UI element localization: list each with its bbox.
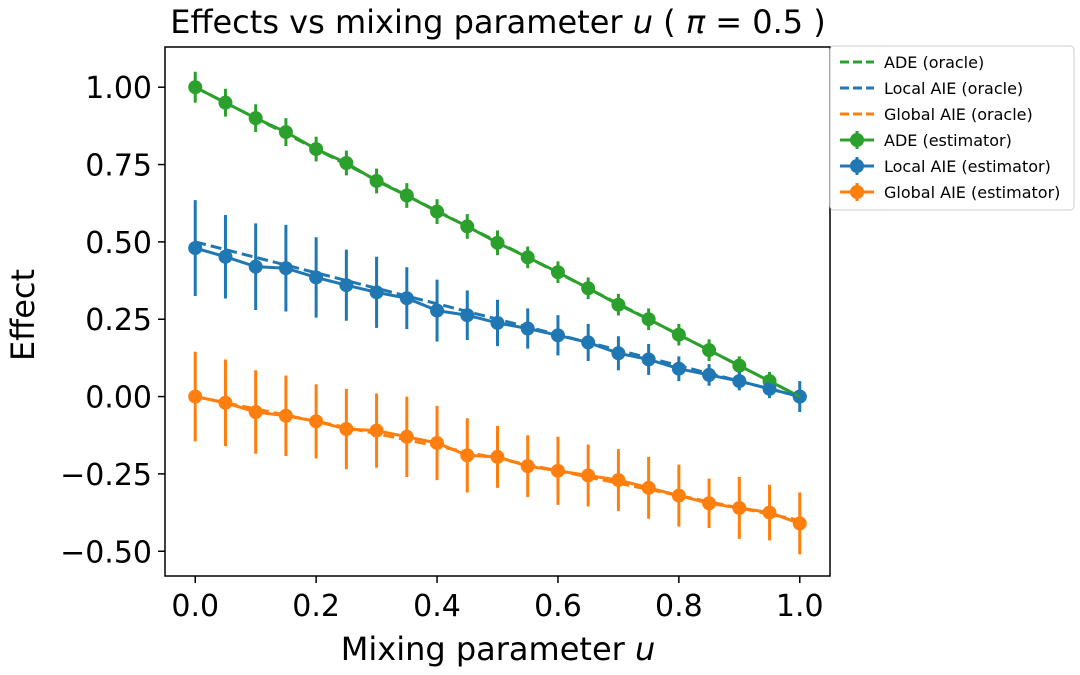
y-tick-label: 0.50	[85, 226, 152, 261]
x-tick-label: 1.0	[776, 589, 824, 624]
estimator-point	[278, 408, 293, 423]
estimator-point	[399, 188, 414, 203]
estimator-point	[671, 327, 686, 342]
estimator-point	[218, 249, 233, 264]
title-var-pi: π	[686, 3, 706, 41]
plot-area	[164, 46, 831, 577]
legend-frame	[829, 45, 1075, 211]
x-tick-label: 0.0	[171, 589, 219, 624]
title-prefix: Effects vs mixing parameter	[170, 3, 632, 41]
estimator-point	[430, 435, 445, 450]
title-var-u: u	[633, 3, 653, 41]
legend-label: Global AIE (estimator)	[884, 183, 1060, 202]
y-axis-label: Effect	[4, 269, 42, 361]
legend-marker-swatch	[850, 133, 864, 147]
estimator-point	[762, 505, 777, 520]
title-eq: = 0.5 )	[705, 3, 826, 41]
y-tick-label: −0.25	[60, 458, 152, 493]
estimator-point	[218, 395, 233, 410]
oracle-line-0	[194, 85, 801, 398]
legend-entry: ADE (oracle)	[840, 53, 984, 72]
axes-frame	[164, 46, 831, 577]
estimator-point	[732, 500, 747, 515]
x-tick-label: 0.8	[655, 589, 703, 624]
estimator-point	[188, 241, 203, 256]
estimator-point	[309, 414, 324, 429]
estimator-point	[490, 449, 505, 464]
oracle-line-1	[194, 240, 801, 399]
legend-entry: Local AIE (estimator)	[840, 157, 1051, 176]
y-tick-label: 1.00	[85, 71, 152, 106]
estimator-point	[369, 423, 384, 438]
x-axis-ticks: 0.0 0.2 0.4 0.6 0.8 1.0	[171, 576, 824, 624]
estimator-point	[339, 422, 354, 437]
legend-label: ADE (estimator)	[884, 131, 1012, 150]
y-tick-label: 0.00	[85, 381, 152, 416]
estimator-point	[581, 468, 596, 483]
legend-entry: Local AIE (oracle)	[840, 79, 1023, 98]
estimator-point	[399, 429, 414, 444]
estimator-point	[671, 361, 686, 376]
legend-marker-swatch	[850, 159, 864, 173]
legend: ADE (oracle) Local AIE (oracle) Global AIE…	[829, 45, 1075, 211]
legend-label: ADE (oracle)	[884, 53, 984, 72]
svg-text:Effects vs mixing parameter u: Effects vs mixing parameter u ( π = 0.5 …	[170, 3, 826, 41]
legend-label: Global AIE (oracle)	[884, 105, 1033, 124]
x-tick-label: 0.2	[292, 589, 340, 624]
x-tick-label: 0.4	[413, 589, 461, 624]
x-axis-label: Mixing parameter u	[341, 630, 655, 668]
series-2-estimator	[188, 351, 807, 555]
estimator-point	[671, 488, 686, 503]
legend-entry: ADE (estimator)	[840, 131, 1012, 150]
estimator-point	[520, 459, 535, 474]
estimator-point	[339, 278, 354, 293]
y-tick-label: 0.25	[85, 303, 152, 338]
legend-entry: Global AIE (estimator)	[840, 183, 1060, 202]
estimator-point	[248, 259, 263, 274]
legend-marker-swatch	[850, 185, 864, 199]
estimator-point	[430, 204, 445, 219]
title-paren: (	[653, 3, 686, 41]
chart-title: Effects vs mixing parameter u ( π = 0.5 …	[170, 3, 826, 41]
y-tick-label: 0.75	[85, 149, 152, 184]
y-axis-ticks: −0.50 −0.25 0.00 0.25 0.50 0.75 1.00	[60, 71, 165, 570]
legend-label: Local AIE (estimator)	[884, 157, 1051, 176]
series-1-estimator	[188, 200, 807, 413]
x-tick-label: 0.6	[534, 589, 582, 624]
legend-entry: Global AIE (oracle)	[840, 105, 1033, 124]
estimator-point	[641, 312, 656, 327]
legend-label: Local AIE (oracle)	[884, 79, 1023, 98]
oracle-line-2	[194, 395, 801, 522]
estimator-point	[430, 303, 445, 318]
y-tick-label: −0.50	[60, 535, 152, 570]
estimator-point	[611, 346, 626, 361]
